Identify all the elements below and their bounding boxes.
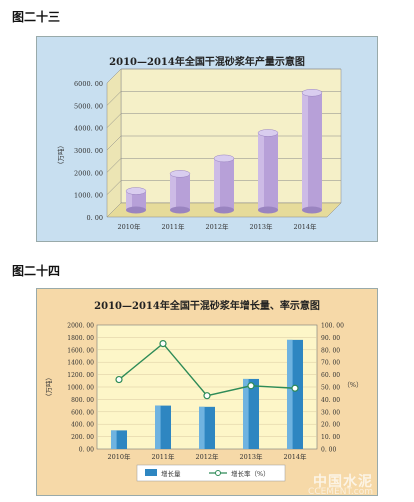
bar <box>111 430 127 449</box>
y-tick-label: 400. 00 <box>71 422 94 429</box>
watermark-sub: CCEMENT.com <box>308 487 373 497</box>
bar-highlight <box>111 430 117 449</box>
rate-point <box>247 382 255 390</box>
bar-highlight <box>258 132 264 210</box>
rate-point <box>203 392 211 400</box>
bar-base <box>258 206 278 214</box>
y2-tick-label: 90. 00 <box>321 335 340 342</box>
bar <box>213 154 235 214</box>
rate-point <box>291 384 299 392</box>
growth-chart: 0. 00 200. 00 400. 00 600. 00 800. 00 1000. 0… <box>44 323 363 482</box>
y-tick-label: 0. 00 <box>79 447 94 454</box>
x-tick-label: 2011年 <box>161 222 185 231</box>
x-tick-label: 2012年 <box>195 452 219 461</box>
x-tick-label: 2014年 <box>293 222 317 231</box>
y-tick-label: 6000. 00 <box>74 80 103 88</box>
bar-base <box>170 206 190 214</box>
bar-highlight <box>287 339 293 449</box>
bar-base <box>126 206 146 214</box>
y-tick-label: 2000. 00 <box>74 169 103 177</box>
gridline-side <box>106 158 122 173</box>
x-tick-label: 2010年 <box>117 222 141 231</box>
bar-highlight <box>170 173 176 210</box>
legend-swatch-point <box>215 470 221 476</box>
y-tick-label: 5000. 00 <box>74 102 103 110</box>
y-tick-label: 1400. 00 <box>67 360 94 367</box>
y2-tick-label: 10. 00 <box>321 434 340 441</box>
bar <box>125 187 147 214</box>
bar <box>287 339 303 449</box>
rate-point <box>115 375 123 384</box>
y-tick-label: 1000. 00 <box>74 192 103 200</box>
y-tick-label: 4000. 00 <box>74 125 103 133</box>
x-tick-label: 2013年 <box>249 222 273 231</box>
bar <box>199 406 215 449</box>
gridline-side <box>106 91 122 106</box>
y-tick-label: 200. 00 <box>71 434 94 441</box>
legend-label-bars: 增长量 <box>161 469 181 478</box>
bar-highlight <box>199 406 205 449</box>
y-tick-label: 1200. 00 <box>67 372 94 379</box>
y2-tick-label: 0. 00 <box>321 447 336 454</box>
bar-top <box>125 187 147 195</box>
y-tick-label: 600. 00 <box>71 409 94 416</box>
y2-axis-label: （%） <box>343 381 362 389</box>
bar-top <box>169 170 191 178</box>
bar-base <box>214 206 234 214</box>
y-tick-label: 2000. 00 <box>67 323 94 330</box>
legend: 增长量 增长率（%） <box>136 464 286 482</box>
bar-base <box>302 206 322 214</box>
y2-tick-label: 20. 00 <box>321 422 340 429</box>
bar <box>155 405 171 449</box>
x-tick-label: 2013年 <box>239 452 263 461</box>
x-tick-label: 2014年 <box>283 452 307 461</box>
gridline-side <box>106 113 122 128</box>
y2-tick-label: 30. 00 <box>321 409 340 416</box>
y-tick-label: 800. 00 <box>71 397 94 404</box>
bar <box>301 89 323 214</box>
y-tick-label: 1800. 00 <box>67 335 94 342</box>
bar-highlight <box>302 92 308 210</box>
y-tick-label: 0. 00 <box>86 214 103 222</box>
chart-panel-growth: 2010—2014年全国干混砂浆年增长量、率示意图 0. 00 200. 00 40… <box>36 288 378 497</box>
bar-highlight <box>155 405 161 449</box>
y2-tick-label: 60. 00 <box>321 372 340 379</box>
bar-highlight <box>126 191 132 210</box>
bar <box>169 170 191 214</box>
chart-title-output: 2010—2014年全国干混砂浆年产量示意图 <box>109 57 305 68</box>
bar-top <box>213 154 235 163</box>
bar-top <box>301 89 323 97</box>
x-tick-label: 2011年 <box>151 452 175 461</box>
bar-highlight <box>214 158 220 210</box>
rate-point <box>159 339 167 348</box>
y2-tick-label: 80. 00 <box>321 347 340 354</box>
y-axis-label: （万吨） <box>44 374 53 400</box>
bar <box>257 129 279 214</box>
y-tick-label: 1600. 00 <box>67 347 94 354</box>
output-chart: 0. 00 1000. 00 2000. 00 3000. 00 4000. 00 500… <box>56 68 342 231</box>
y2-tick-label: 40. 00 <box>321 397 340 404</box>
bar-highlight <box>243 378 249 449</box>
y-tick-label: 1000. 00 <box>67 385 94 392</box>
legend-swatch-bars <box>145 469 157 476</box>
x-tick-label: 2012年 <box>205 222 229 231</box>
bar-top <box>257 129 279 137</box>
gridline-side <box>106 68 122 84</box>
x-tick-label: 2010年 <box>107 452 131 461</box>
chart-panel-output: 2010—2014年全国干混砂浆年产量示意图 0. 00 1000. 00 2000… <box>36 36 378 242</box>
gridline-side <box>106 135 122 151</box>
gridline-side <box>106 180 122 195</box>
y2-tick-label: 70. 00 <box>321 360 340 367</box>
figure-label-23: 图二十三 <box>12 10 61 24</box>
y-axis-label: （万吨） <box>56 142 65 168</box>
y2-tick-label: 100. 00 <box>321 323 344 330</box>
legend-label-line: 增长率（%） <box>231 469 270 478</box>
bar <box>243 378 259 449</box>
y-tick-label: 3000. 00 <box>74 147 103 155</box>
figure-label-24: 图二十四 <box>12 264 61 278</box>
y2-tick-label: 50. 00 <box>321 385 340 392</box>
watermark: 中国水泥 <box>313 474 373 490</box>
chart-title-growth: 2010—2014年全国干混砂浆年增长量、率示意图 <box>94 301 320 312</box>
